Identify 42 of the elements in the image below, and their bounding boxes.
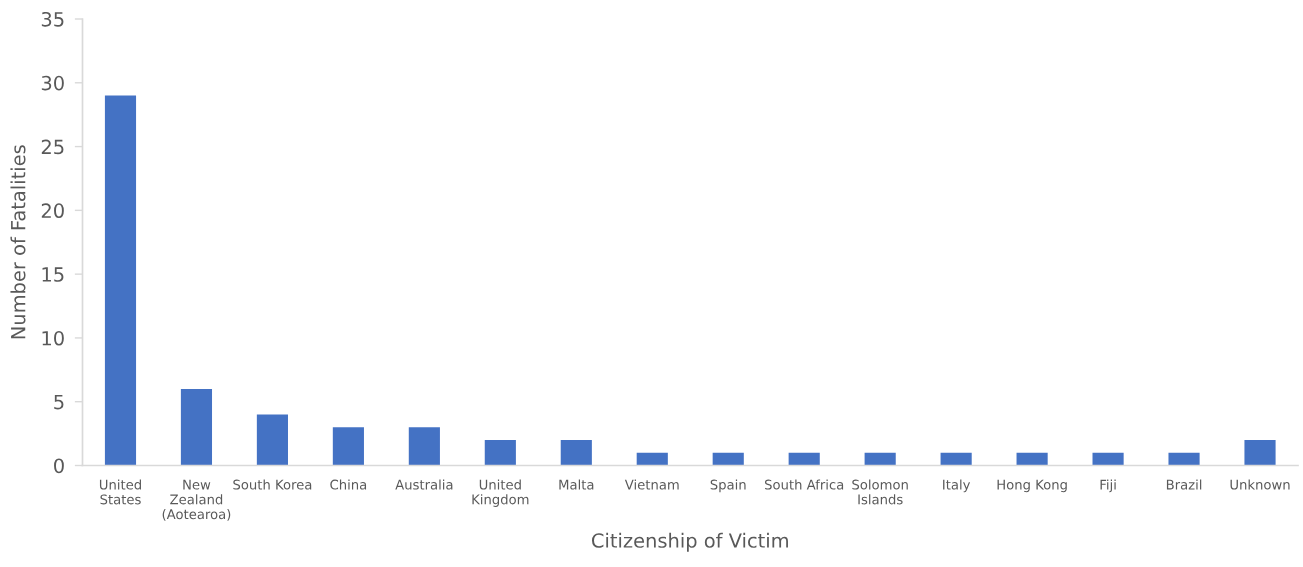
y-tick-label: 10: [42, 330, 64, 346]
x-axis-title: Citizenship of Victim: [591, 532, 788, 552]
bar: [940, 452, 972, 466]
y-tick-label: 15: [42, 267, 64, 282]
x-tick-label: Brazil: [1166, 479, 1202, 490]
x-tick-label: Italy: [943, 479, 971, 493]
bar: [788, 452, 820, 466]
bar: [104, 95, 137, 466]
bar: [1244, 439, 1276, 466]
y-tick-label: 25: [41, 139, 64, 155]
y-tick-label: 5: [54, 394, 64, 410]
x-tick-label: New Zealand (Aotearoa): [162, 479, 231, 521]
x-tick-label: South Africa: [764, 479, 844, 490]
x-tick-label: Malta: [559, 479, 594, 490]
bar: [408, 427, 440, 466]
bar: [1016, 452, 1048, 466]
bar: [560, 439, 592, 466]
x-tick-label: United States: [99, 479, 141, 505]
bar: [332, 427, 364, 466]
y-tick-label: 30: [41, 75, 64, 91]
y-tick-label: 35: [41, 11, 64, 27]
x-tick-label: South Korea: [233, 479, 312, 490]
bar: [864, 452, 896, 466]
x-tick-label: Hong Kong: [997, 479, 1067, 493]
bar: [484, 439, 516, 466]
bar: [1092, 452, 1124, 466]
x-tick-label: Unknown: [1230, 479, 1290, 490]
x-tick-label: Solomon Islands: [852, 479, 908, 505]
bar: [712, 452, 744, 466]
y-axis-title: Number of Fatalities: [10, 145, 26, 339]
x-tick-label: China: [330, 479, 367, 490]
x-tick-label: Vietnam: [624, 479, 679, 490]
bar: [1168, 452, 1200, 466]
x-tick-label: Australia: [395, 479, 453, 490]
x-tick-label: Fiji: [1100, 479, 1116, 493]
bar: [636, 452, 668, 466]
x-tick-label: Spain: [710, 479, 746, 493]
x-tick-label: United Kingdom: [472, 479, 529, 507]
bar: [180, 388, 213, 466]
y-tick-label: 20: [41, 203, 64, 219]
y-tick-label: 0: [54, 458, 64, 474]
bar: [256, 414, 288, 466]
